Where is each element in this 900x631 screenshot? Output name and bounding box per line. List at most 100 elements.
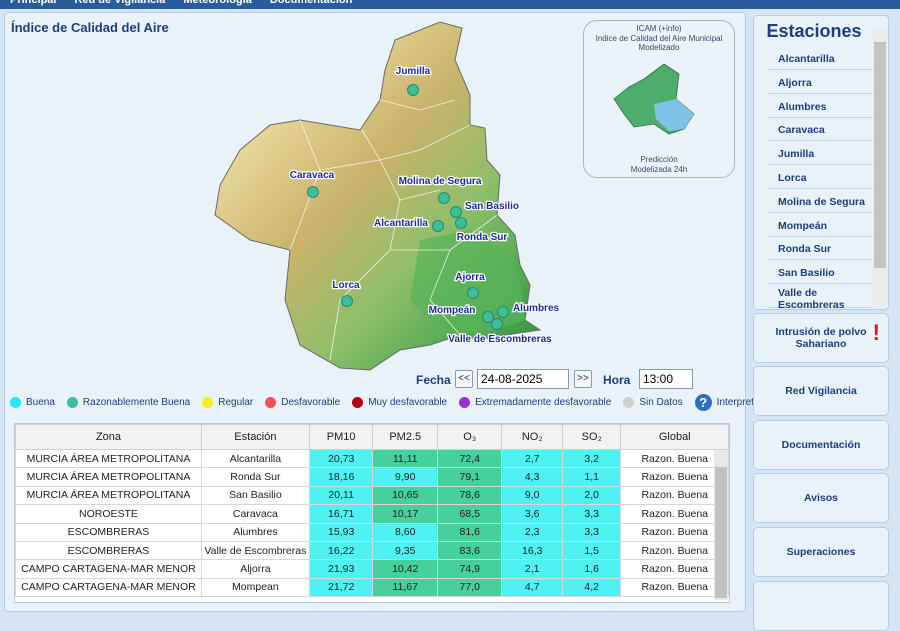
legend-item: ? Interpretación xyxy=(694,394,778,411)
station-label[interactable]: Molina de Segura xyxy=(397,175,483,189)
table-cell: 77,0 xyxy=(437,577,503,598)
table-scroll-thumb[interactable] xyxy=(715,467,727,598)
nav-link[interactable]: Meteorología xyxy=(183,0,252,6)
region-map[interactable]: Jumilla Caravaca Molina de Segura San Basil… xyxy=(0,0,580,380)
municipal-borders xyxy=(289,99,498,361)
table-row: ESCOMBRERAS Alumbres 15,93 8,60 81,6 2,3 3,3 Ra… xyxy=(15,522,729,542)
station-marker[interactable] xyxy=(450,206,462,218)
side-button[interactable]: Avisos xyxy=(753,473,889,523)
side-button[interactable] xyxy=(753,581,889,631)
table-cell: 16,3 xyxy=(501,540,563,561)
station-link[interactable]: Mompeán xyxy=(768,215,874,237)
legend-label[interactable]: Interpretación xyxy=(716,397,778,408)
station-link[interactable]: San Basilio xyxy=(768,262,874,285)
station-marker[interactable] xyxy=(482,311,494,323)
table-cell: 20,73 xyxy=(308,448,374,469)
table-cell: Razon. Buena xyxy=(620,504,729,524)
station-label[interactable]: Ajorra xyxy=(454,271,486,285)
station-label[interactable]: Lorca xyxy=(331,279,361,293)
station-link[interactable]: Alcantarilla xyxy=(768,48,874,70)
table-cell: 15,93 xyxy=(308,522,374,542)
table-cell: Caravaca xyxy=(200,504,310,524)
nav-link[interactable]: Red de Vigilancia xyxy=(74,0,166,6)
data-table: Zona Estación PM10 PM2.5 O₃ NO₂ SO₂ Global MURCI… xyxy=(15,424,729,598)
station-marker[interactable] xyxy=(455,217,467,229)
table-cell: 9,90 xyxy=(372,467,439,487)
station-link[interactable]: Aljorra xyxy=(768,72,874,94)
hour-select[interactable]: 13:00 xyxy=(639,369,693,389)
table-row: MURCIA ÁREA METROPOLITANA Alcantarilla 20,… xyxy=(15,448,729,469)
data-table-container: Zona Estación PM10 PM2.5 O₃ NO₂ SO₂ Global MURCI… xyxy=(14,423,730,603)
stations-title: Estaciones xyxy=(766,21,862,41)
table-cell: 21,93 xyxy=(308,559,374,579)
nav-link[interactable]: Principal xyxy=(10,0,57,6)
stations-scroll-thumb[interactable] xyxy=(874,42,886,268)
inset-line: Indice de Calidad del Aire Municipal xyxy=(595,33,723,43)
alert-icon: ! xyxy=(872,320,880,345)
side-button[interactable]: Intrusión de polvo Sahariano! xyxy=(753,313,889,363)
table-row: MURCIA ÁREA METROPOLITANA San Basilio 20,1… xyxy=(15,485,729,506)
station-link[interactable]: Jumilla xyxy=(768,143,874,166)
station-marker[interactable] xyxy=(307,186,319,198)
station-label[interactable]: Alcantarilla xyxy=(373,217,430,231)
legend-item: Sin Datos xyxy=(623,397,683,408)
station-layer: Jumilla Caravaca Molina de Segura San Basil… xyxy=(289,65,561,347)
station-label[interactable]: Caravaca xyxy=(289,169,336,183)
station-link[interactable]: Ronda Sur xyxy=(768,238,874,261)
station-label[interactable]: Jumilla xyxy=(395,65,432,79)
station-marker[interactable] xyxy=(467,287,479,299)
table-cell: 79,1 xyxy=(437,467,503,487)
legend-item: Buena xyxy=(10,397,55,408)
hour-label: Hora xyxy=(603,373,631,387)
stations-panel: Estaciones Alcantarilla Aljorra Alumbres Ca… xyxy=(753,15,889,310)
station-link[interactable]: Molina de Segura xyxy=(768,191,874,213)
table-cell: Razon. Buena xyxy=(620,485,729,506)
station-link[interactable]: Alumbres xyxy=(768,96,874,118)
side-button[interactable]: Red Vigilancia xyxy=(753,366,889,416)
legend-label: Extremadamente desfavorable xyxy=(475,397,612,408)
legend-label: Desfavorable xyxy=(281,397,341,408)
nav-link[interactable]: Documentación xyxy=(269,0,353,6)
inset-caption: Predicción Modelizada 24h xyxy=(584,155,734,174)
table-cell: 9,0 xyxy=(501,485,563,506)
next-date-button[interactable]: >> xyxy=(574,370,592,388)
table-cell: 16,22 xyxy=(308,540,374,561)
prev-date-button[interactable]: << xyxy=(455,370,473,388)
station-label[interactable]: Mompeán xyxy=(427,304,476,318)
station-label[interactable]: Alumbres xyxy=(512,302,561,316)
legend-swatch xyxy=(265,397,277,408)
table-cell: 1,6 xyxy=(561,559,622,579)
station-link[interactable]: Caravaca xyxy=(768,119,874,142)
table-cell: 10,65 xyxy=(372,485,439,506)
table-cell: 81,6 xyxy=(437,522,503,542)
station-label[interactable]: San Basilio xyxy=(464,200,520,214)
column-header: Estación xyxy=(200,424,310,450)
table-cell: Ronda Sur xyxy=(200,467,310,487)
legend-swatch xyxy=(623,397,635,408)
station-marker[interactable] xyxy=(497,306,509,318)
table-cell: 3,3 xyxy=(561,522,622,542)
table-cell: 83,6 xyxy=(437,540,503,561)
inset-line: ICAM (+info) xyxy=(636,24,682,33)
station-label[interactable]: Ronda Sur xyxy=(455,231,508,245)
icam-inset[interactable]: ICAM (+info) Indice de Calidad del Aire M… xyxy=(583,20,735,178)
table-cell: 16,71 xyxy=(308,504,374,524)
station-link[interactable]: Valle de Escombreras xyxy=(768,286,874,309)
side-button[interactable]: Superaciones xyxy=(753,527,889,577)
station-marker[interactable] xyxy=(341,295,353,307)
side-button[interactable]: Documentación xyxy=(753,420,889,470)
date-input[interactable]: 24-08-2025 xyxy=(477,369,569,389)
station-marker[interactable] xyxy=(491,318,503,330)
legend-label: Sin Datos xyxy=(639,397,683,408)
side-button-label: Red Vigilancia xyxy=(785,385,857,397)
station-label[interactable]: Valle de Escombreras xyxy=(447,333,553,347)
table-row: NOROESTE Caravaca 16,71 10,17 68,5 3,6 3,3 Razo… xyxy=(15,504,729,524)
station-marker[interactable] xyxy=(438,192,450,204)
inset-region xyxy=(654,98,694,131)
table-cell: Razon. Buena xyxy=(620,522,729,542)
table-row: MURCIA ÁREA METROPOLITANA Ronda Sur 18,16 9… xyxy=(15,467,729,487)
station-link[interactable]: Lorca xyxy=(768,167,874,189)
station-marker[interactable] xyxy=(432,220,444,232)
station-marker[interactable] xyxy=(407,84,419,96)
table-cell: Valle de Escombreras xyxy=(200,540,310,561)
